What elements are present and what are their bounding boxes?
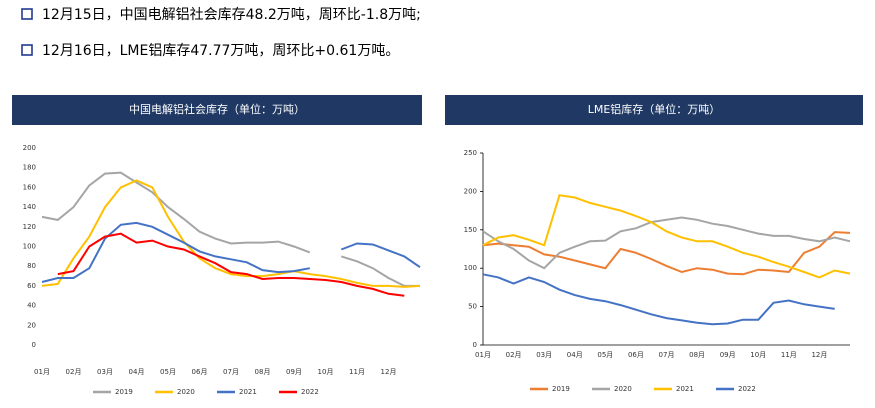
chart-title-bar bbox=[12, 95, 422, 125]
x-tick-label: 01月 bbox=[475, 351, 491, 359]
series-line bbox=[41, 171, 420, 287]
x-tick-label: 10月 bbox=[750, 351, 766, 359]
chart-title: LME铝库存（单位：万吨） bbox=[588, 102, 721, 116]
x-tick-label: 04月 bbox=[129, 368, 145, 376]
legend-label: 2021 bbox=[239, 388, 257, 396]
x-tick-label: 03月 bbox=[536, 351, 552, 359]
series-line bbox=[482, 194, 851, 279]
y-tick-label: 120 bbox=[23, 223, 36, 231]
legend-label: 2020 bbox=[177, 388, 195, 396]
y-tick-label: 0 bbox=[473, 341, 477, 349]
y-tick-label: 80 bbox=[27, 262, 36, 270]
y-tick-label: 250 bbox=[464, 149, 477, 157]
x-tick-label: 01月 bbox=[34, 368, 50, 376]
x-tick-label: 03月 bbox=[97, 368, 113, 376]
y-tick-label: 150 bbox=[464, 226, 477, 234]
series-line bbox=[41, 179, 421, 288]
y-tick-label: 0 bbox=[32, 341, 36, 349]
x-tick-label: 09月 bbox=[286, 368, 302, 376]
y-tick-label: 200 bbox=[23, 144, 36, 152]
legend-label: 2019 bbox=[115, 388, 133, 396]
x-tick-label: 09月 bbox=[720, 351, 736, 359]
y-tick-label: 180 bbox=[23, 164, 36, 172]
bullet-icon bbox=[21, 8, 33, 20]
bullet-text: 12月15日，中国电解铝社会库存48.2万吨，周环比-1.8万吨; bbox=[42, 7, 421, 23]
legend-label: 2020 bbox=[614, 385, 632, 393]
chart-title: 中国电解铝社会库存（单位：万吨） bbox=[129, 102, 305, 116]
chart-title-bar bbox=[445, 95, 863, 125]
y-tick-label: 100 bbox=[23, 243, 36, 251]
bullet-icon bbox=[21, 44, 33, 56]
y-tick-label: 40 bbox=[27, 302, 36, 310]
x-tick-label: 05月 bbox=[160, 368, 176, 376]
y-tick-label: 20 bbox=[27, 321, 36, 329]
legend-label: 2022 bbox=[301, 388, 319, 396]
x-tick-label: 12月 bbox=[811, 351, 827, 359]
y-tick-label: 100 bbox=[464, 264, 477, 272]
series-line bbox=[482, 216, 851, 270]
legend-label: 2022 bbox=[738, 385, 756, 393]
legend-label: 2019 bbox=[552, 385, 570, 393]
bullet-text: 12月16日，LME铝库存47.77万吨，周环比+0.61万吨。 bbox=[42, 43, 399, 59]
legend-label: 2021 bbox=[676, 385, 694, 393]
x-tick-label: 12月 bbox=[381, 368, 397, 376]
series-line bbox=[41, 221, 421, 283]
y-tick-label: 160 bbox=[23, 183, 36, 191]
y-tick-label: 200 bbox=[464, 187, 477, 195]
x-tick-label: 05月 bbox=[597, 351, 613, 359]
series-line bbox=[482, 231, 851, 276]
x-tick-label: 02月 bbox=[506, 351, 522, 359]
x-tick-label: 11月 bbox=[781, 351, 797, 359]
x-tick-label: 10月 bbox=[318, 368, 334, 376]
x-tick-label: 06月 bbox=[192, 368, 208, 376]
x-tick-label: 08月 bbox=[255, 368, 271, 376]
series-line bbox=[57, 232, 405, 297]
x-tick-label: 07月 bbox=[659, 351, 675, 359]
x-tick-label: 06月 bbox=[628, 351, 644, 359]
x-tick-label: 02月 bbox=[66, 368, 82, 376]
series-line bbox=[482, 273, 835, 326]
y-tick-label: 50 bbox=[468, 303, 477, 311]
y-tick-label: 60 bbox=[27, 282, 36, 290]
x-tick-label: 04月 bbox=[567, 351, 583, 359]
x-tick-label: 07月 bbox=[223, 368, 239, 376]
x-tick-label: 08月 bbox=[689, 351, 705, 359]
x-tick-label: 11月 bbox=[349, 368, 365, 376]
y-tick-label: 140 bbox=[23, 203, 36, 211]
